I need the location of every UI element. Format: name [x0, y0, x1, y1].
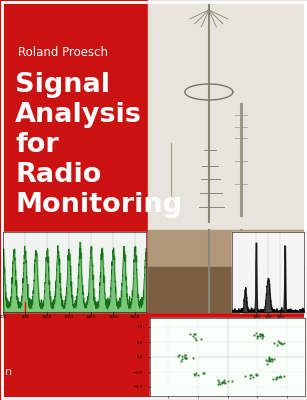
Point	[278, 340, 282, 346]
Point	[179, 353, 184, 359]
Point	[188, 330, 193, 337]
Point	[273, 376, 278, 382]
Point	[279, 374, 284, 380]
Point	[182, 355, 187, 361]
Point	[193, 337, 198, 343]
Point	[265, 358, 270, 364]
Point	[267, 357, 272, 363]
Point	[183, 352, 188, 358]
Point	[274, 342, 279, 348]
Point	[266, 356, 271, 362]
Point	[282, 373, 287, 379]
Point	[220, 380, 225, 386]
Point	[216, 380, 221, 387]
Point	[192, 371, 197, 378]
Point	[201, 370, 206, 376]
Point	[254, 330, 258, 336]
Point	[260, 334, 265, 341]
Point	[276, 374, 281, 380]
Point	[253, 371, 258, 378]
Point	[191, 331, 196, 338]
Point	[268, 356, 273, 362]
Point	[248, 374, 253, 381]
Point	[270, 356, 275, 362]
Point	[266, 354, 271, 360]
Text: n: n	[5, 367, 12, 377]
Point	[192, 331, 197, 337]
Point	[258, 332, 263, 339]
Bar	[3, 232, 146, 312]
Point	[254, 372, 259, 378]
Point	[254, 372, 259, 378]
Point	[179, 358, 184, 364]
Point	[260, 333, 265, 340]
Point	[248, 372, 253, 378]
Point	[263, 357, 268, 364]
Point	[257, 331, 262, 337]
Point	[259, 331, 264, 337]
Point	[270, 358, 275, 364]
Point	[199, 336, 204, 342]
Point	[268, 358, 273, 364]
Text: Roland Proesch: Roland Proesch	[18, 46, 108, 58]
Point	[175, 352, 180, 359]
Point	[200, 370, 205, 376]
Point	[183, 352, 188, 358]
Point	[176, 351, 181, 358]
Point	[216, 377, 221, 383]
Point	[270, 376, 275, 382]
Point	[280, 341, 285, 348]
Point	[183, 355, 188, 361]
Bar	[232, 232, 304, 312]
Point	[217, 381, 222, 387]
Point	[216, 378, 221, 385]
Point	[194, 369, 199, 376]
Bar	[148, 230, 307, 312]
Point	[192, 335, 197, 342]
Point	[221, 378, 226, 385]
Point	[251, 373, 256, 380]
Point	[259, 332, 264, 338]
Point	[278, 372, 282, 379]
Point	[251, 332, 256, 338]
Point	[184, 354, 189, 361]
Point	[193, 371, 198, 378]
Point	[273, 375, 278, 381]
Point	[267, 355, 272, 362]
Point	[191, 333, 196, 339]
Bar	[150, 318, 305, 396]
Point	[272, 340, 277, 346]
Point	[242, 372, 247, 379]
Point	[182, 354, 187, 360]
Point	[279, 340, 284, 346]
Point	[257, 331, 262, 338]
Point	[196, 372, 201, 378]
Point	[276, 338, 281, 344]
Point	[255, 333, 260, 340]
Point	[259, 332, 264, 338]
Point	[276, 339, 281, 345]
Bar	[148, 0, 307, 230]
Point	[247, 372, 252, 378]
Point	[256, 332, 261, 339]
Point	[180, 356, 185, 362]
Point	[222, 378, 227, 385]
Bar	[148, 267, 307, 312]
Point	[281, 340, 286, 346]
Point	[191, 355, 196, 361]
Point	[264, 361, 269, 367]
Point	[272, 356, 277, 362]
Point	[226, 378, 231, 384]
Point	[222, 380, 227, 386]
Point	[230, 378, 235, 384]
Text: Signal
Analysis
for
Radio
Monitoring: Signal Analysis for Radio Monitoring	[15, 72, 182, 218]
Point	[274, 374, 279, 380]
Point	[220, 379, 225, 385]
Point	[221, 377, 226, 383]
Point	[255, 335, 259, 341]
